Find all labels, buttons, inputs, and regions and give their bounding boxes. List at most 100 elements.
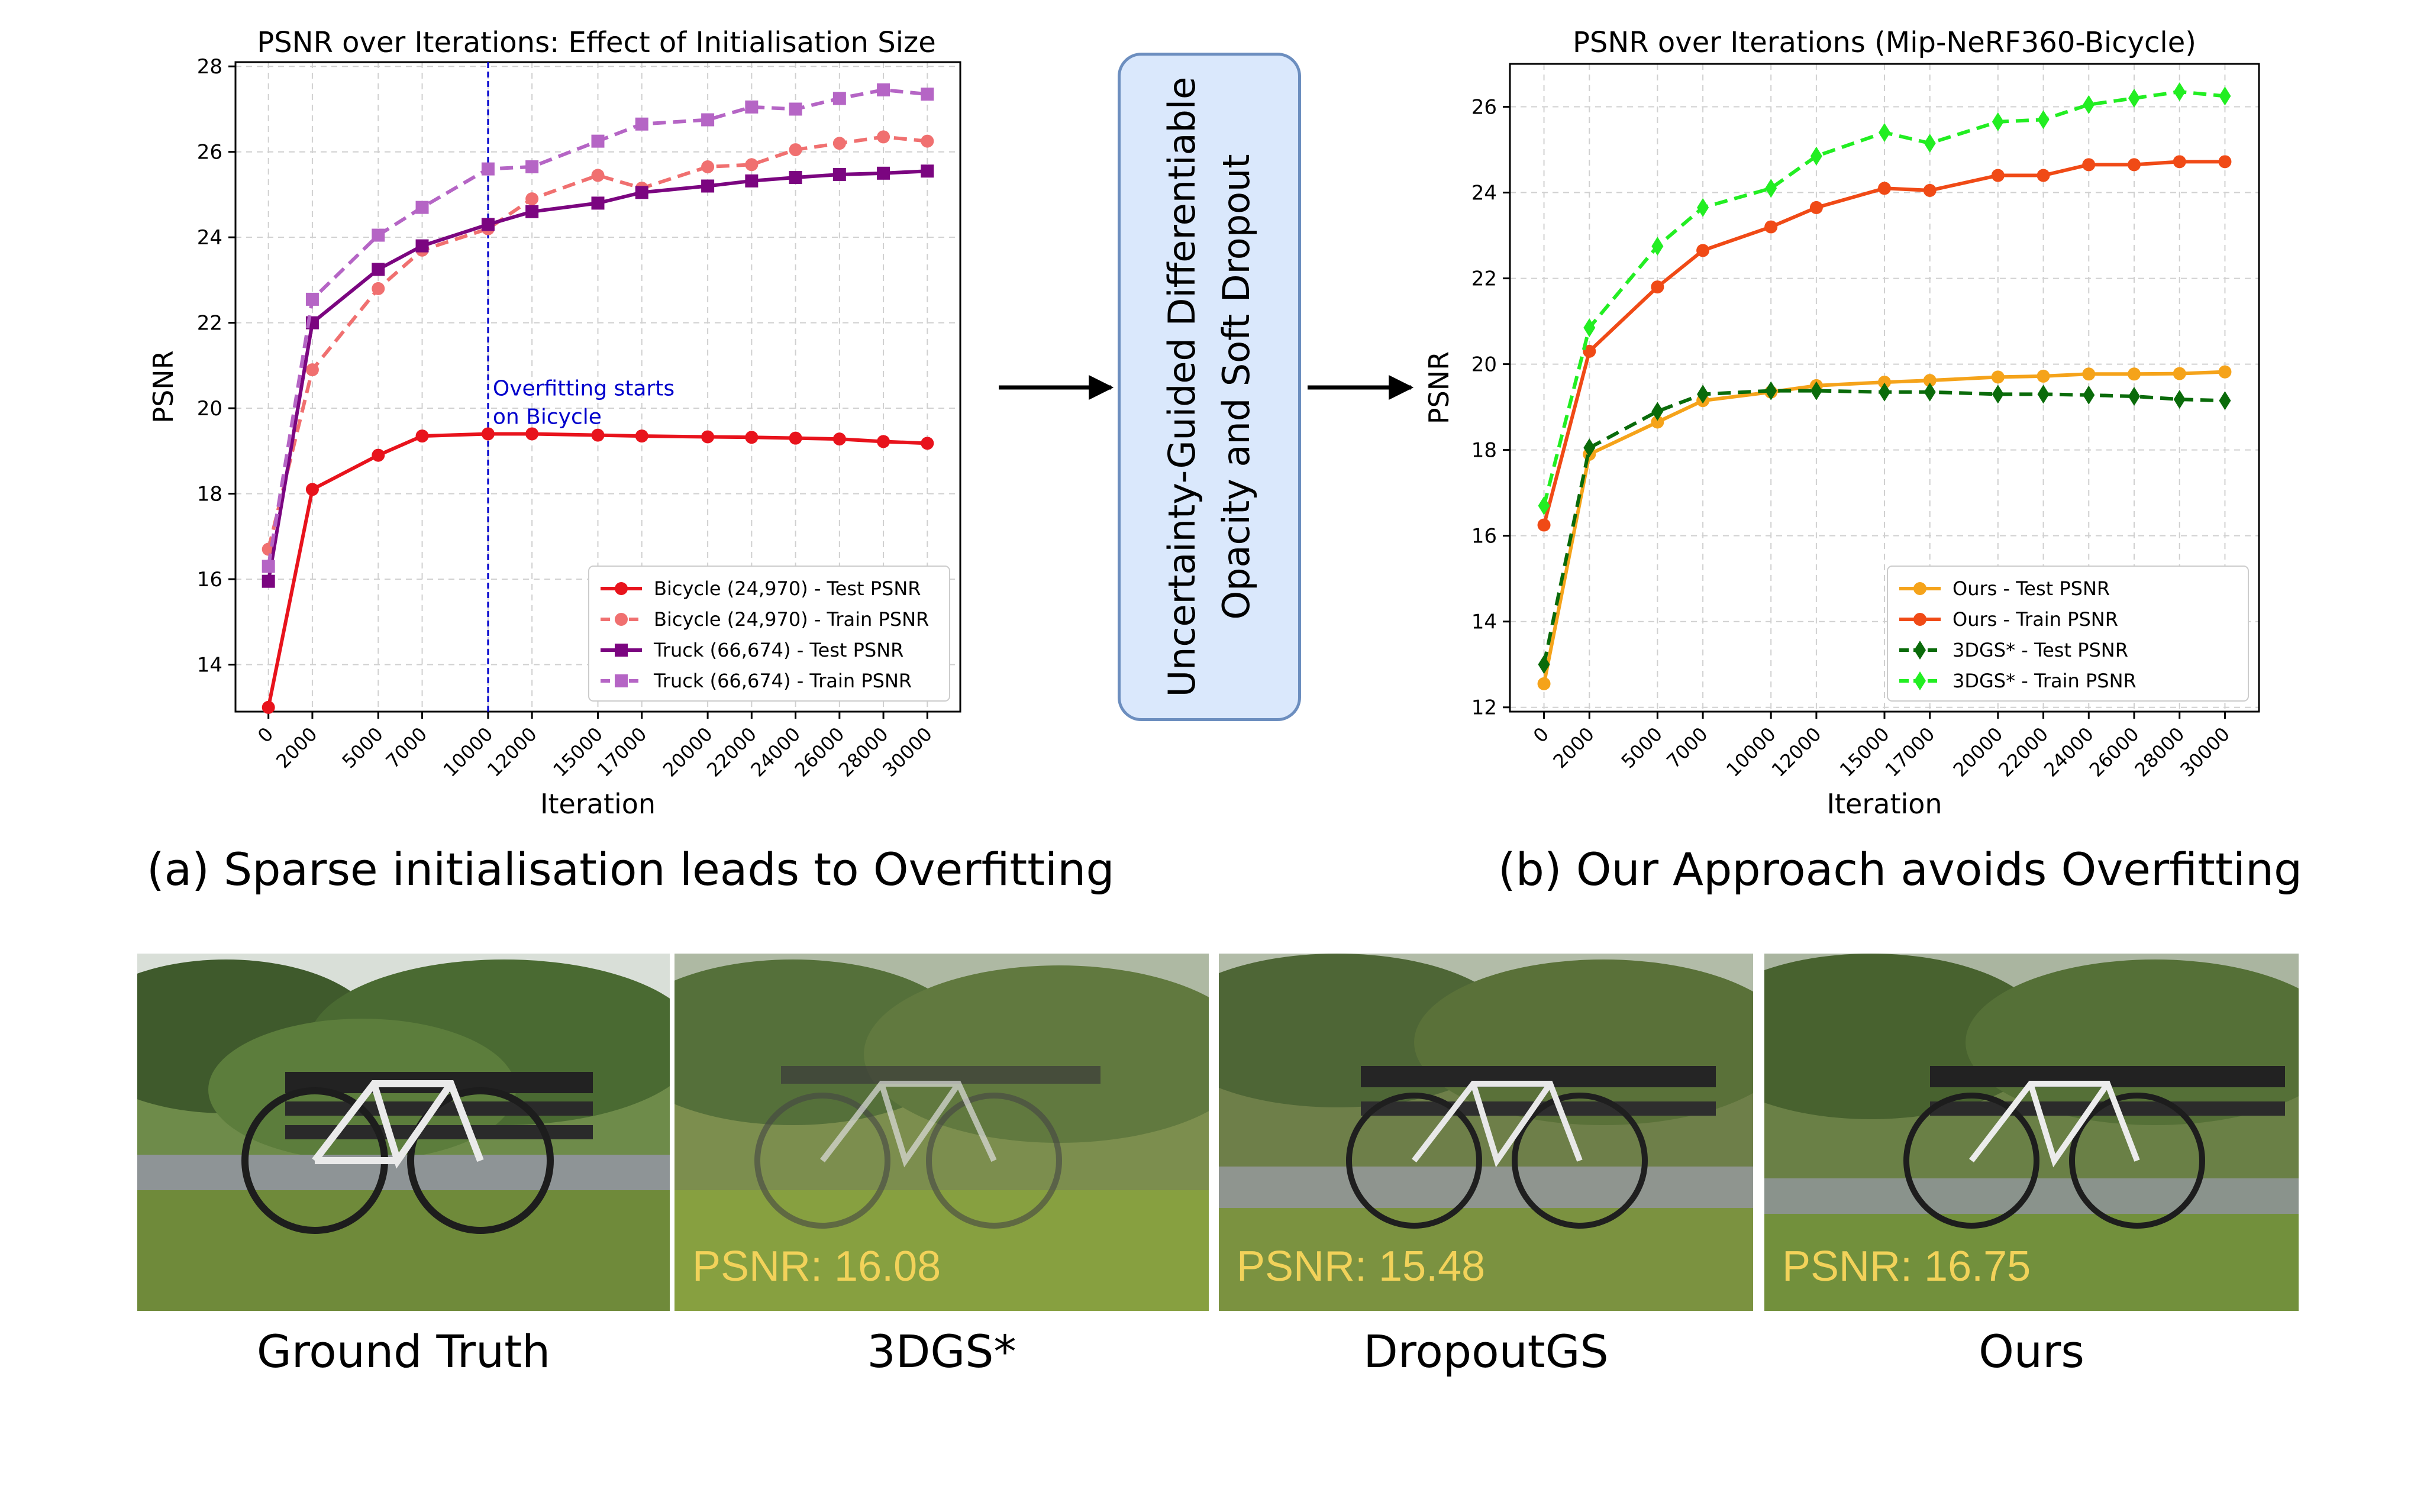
series-2-point-3 (1697, 385, 1709, 404)
y-tick-label-4: 22 (197, 312, 222, 335)
series-line-3 (1542, 90, 2225, 506)
legend-label-1: Bicycle (24,970) - Train PSNR (654, 608, 929, 631)
series-1-point-11 (832, 137, 846, 150)
series-line-1 (1542, 160, 2225, 526)
series-1-point-9 (2037, 169, 2050, 182)
series-1-point-2 (1651, 280, 1664, 294)
series-3-point-13 (2219, 86, 2231, 106)
series-1-point-13 (2218, 155, 2232, 169)
ground-truth-image (137, 954, 670, 1311)
series-2-point-10 (2083, 385, 2095, 405)
y-tick-label-0: 12 (1471, 696, 1497, 720)
series-3-point-0 (262, 560, 275, 573)
thumbnail-3dgs: PSNR: 16.08 (674, 954, 1209, 1311)
series-line-0 (1542, 370, 2225, 684)
y-tick-label-2: 16 (1471, 525, 1497, 548)
series-0-point-12 (877, 435, 890, 448)
series-1-point-10 (2082, 158, 2096, 172)
series-2-point-7 (635, 186, 648, 199)
series-0-point-8 (701, 430, 715, 444)
series-3-point-11 (2128, 89, 2140, 108)
series-1-point-0 (1537, 518, 1551, 532)
ours-psnr: PSNR: 16.75 (1782, 1243, 2031, 1290)
x-axis-label: Iteration (1826, 788, 1942, 820)
x-tick-label-0: 0 (253, 723, 277, 747)
series-0-point-2 (372, 448, 385, 462)
series-3-point-12 (877, 83, 890, 96)
series-3-point-11 (832, 92, 846, 105)
chart-title: PSNR over Iterations (Mip-NeRF360-Bicycl… (1573, 26, 2196, 59)
series-0-point-13 (921, 437, 934, 450)
legend-label-3: 3DGS* - Train PSNR (1952, 670, 2137, 692)
series-0-point-7 (1923, 374, 1937, 387)
x-tick-label-5: 12000 (1767, 723, 1826, 781)
series-3-point-2 (1651, 237, 1664, 256)
thumbnail-dropoutgs: PSNR: 15.48 (1219, 954, 1753, 1311)
legend-marker-1 (615, 613, 628, 626)
series-0-point-11 (2128, 367, 2141, 381)
x-tick-label-9: 22000 (1994, 723, 2052, 781)
series-line-3 (266, 88, 928, 567)
y-tick-label-6: 26 (197, 141, 222, 164)
series-line-0 (266, 432, 928, 708)
x-tick-label-6: 15000 (1835, 723, 1894, 781)
series-1-point-12 (877, 130, 890, 144)
series-3-point-4 (481, 162, 495, 176)
series-2-point-7 (1924, 382, 1936, 402)
overfit-annotation-1: on Bicycle (493, 405, 602, 429)
dropoutgs-image (1219, 954, 1753, 1311)
series-1-point-1 (1583, 344, 1596, 358)
x-tick-label-9: 22000 (702, 723, 761, 781)
series-3-point-2 (372, 228, 385, 242)
series-3-point-6 (1879, 123, 1890, 143)
series-2-point-6 (1879, 382, 1890, 402)
series-1-point-5 (525, 192, 539, 206)
series-0-point-4 (481, 427, 495, 441)
x-tick-label-11: 26000 (2085, 723, 2144, 781)
series-line-2 (1542, 389, 2225, 665)
thumbnail-ground-truth (137, 954, 670, 1311)
series-0-point-3 (415, 429, 429, 443)
series-2-point-5 (1810, 381, 1822, 400)
series-3-point-9 (2037, 110, 2050, 130)
series-3-point-8 (1992, 112, 2004, 131)
series-0-point-10 (2082, 367, 2096, 381)
legend-marker-0 (615, 582, 628, 595)
x-axis-label: Iteration (540, 788, 656, 820)
series-2-point-0 (262, 574, 275, 588)
thumbnail-ours: PSNR: 16.75 (1764, 954, 2299, 1311)
series-2-point-11 (832, 167, 846, 181)
series-1-point-8 (1991, 169, 2005, 182)
legend-label-0: Ours - Test PSNR (1952, 577, 2110, 600)
series-3-point-9 (745, 100, 759, 114)
series-1-point-11 (2128, 158, 2141, 172)
series-2-point-5 (525, 205, 539, 218)
x-tick-label-1: 2000 (272, 723, 321, 773)
x-tick-label-2: 5000 (337, 723, 387, 773)
3dgs-image (674, 954, 1209, 1311)
series-3-point-5 (525, 160, 539, 173)
series-3-point-1 (1583, 318, 1596, 337)
x-tick-label-10: 24000 (2039, 723, 2098, 781)
legend-label-2: 3DGS* - Test PSNR (1952, 639, 2128, 661)
series-2-point-11 (2128, 387, 2140, 406)
dropoutgs-psnr: PSNR: 15.48 (1237, 1243, 1486, 1290)
series-3-point-3 (1697, 198, 1709, 217)
series-1-point-13 (921, 134, 934, 148)
series-2-point-2 (1651, 402, 1664, 421)
method-text: Uncertainty-Guided Differentiable Opacit… (1155, 62, 1264, 712)
series-1-point-10 (789, 143, 802, 157)
x-tick-label-7: 17000 (1881, 723, 1939, 781)
method-line-2: Opacity and Soft Dropout (1215, 154, 1258, 620)
series-0-point-0 (1537, 677, 1551, 690)
series-2-point-12 (2173, 390, 2186, 409)
series-0-point-13 (2218, 365, 2232, 379)
series-0-point-6 (1878, 376, 1891, 389)
series-2-point-4 (481, 218, 495, 231)
x-tick-label-1: 2000 (1548, 723, 1598, 773)
series-0-point-2 (1651, 415, 1664, 429)
x-tick-label-8: 20000 (1949, 723, 2008, 781)
legend-label-2: Truck (66,674) - Test PSNR (653, 639, 903, 661)
label-3dgs: 3DGS* (867, 1325, 1016, 1378)
